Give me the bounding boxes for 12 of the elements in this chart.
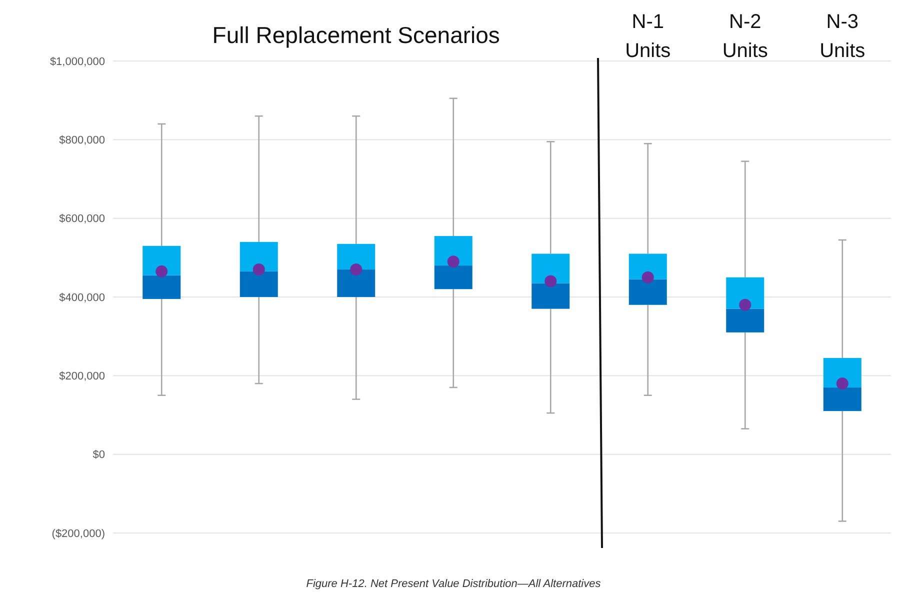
y-tick-label: $400,000 — [59, 292, 105, 304]
y-tick-label: $200,000 — [59, 370, 105, 383]
chart-title: Full Replacement Scenarios — [211, 22, 501, 49]
annotation: N-1 Units — [624, 10, 672, 64]
y-tick-label: $600,000 — [59, 213, 105, 226]
y-tick-label: $1,000,000 — [50, 56, 105, 68]
annotation: N-3 Units — [818, 10, 866, 64]
y-tick-label: ($200,000) — [52, 528, 105, 540]
y-tick-label: $800,000 — [59, 134, 105, 147]
text: Figure H-12. Net Present Value Distribution—All Alternatives — [305, 578, 602, 590]
annotation: N-2 Units — [721, 10, 769, 64]
y-tick-label: $0 — [92, 449, 105, 462]
